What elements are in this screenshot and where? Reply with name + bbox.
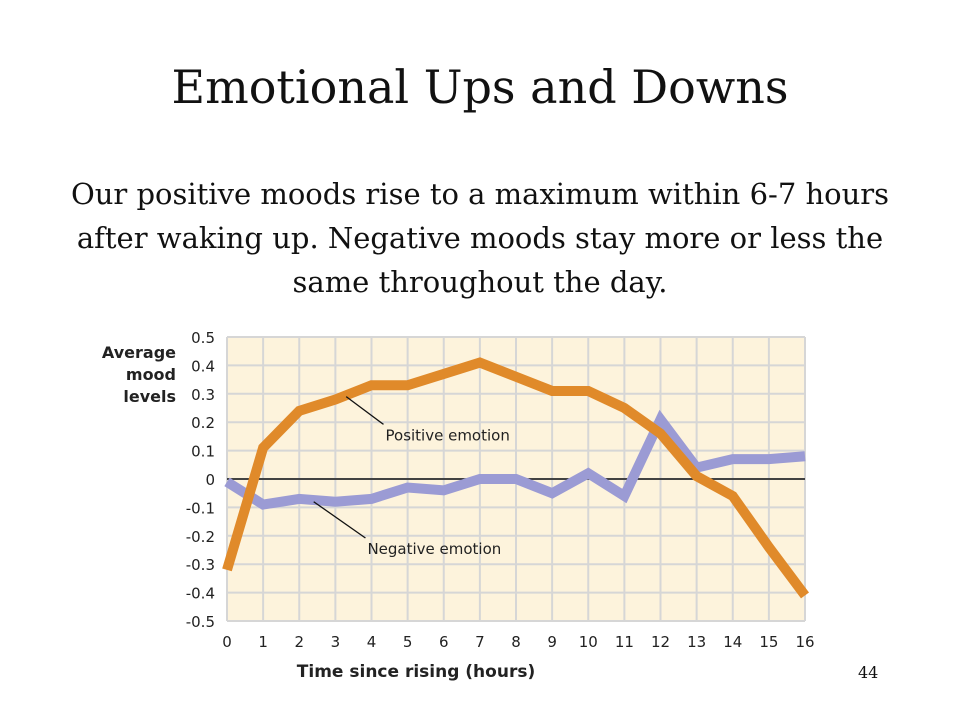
x-tick-label: 0	[222, 633, 232, 651]
y-tick-label: -0.4	[186, 585, 215, 603]
x-tick-label: 14	[723, 633, 742, 651]
x-tick-label: 5	[403, 633, 413, 651]
x-tick-label: 13	[687, 633, 706, 651]
x-tick-label: 16	[795, 633, 814, 651]
y-tick-label: -0.3	[186, 556, 215, 574]
annotation-label-negative-emotion: Negative emotion	[367, 540, 501, 558]
y-tick-label: 0.5	[191, 329, 215, 347]
series-line-negative-emotion	[224, 409, 806, 510]
x-tick-label: 8	[511, 633, 521, 651]
y-tick-label: 0.4	[191, 357, 215, 375]
y-tick-labels: 0.5 0.4 0.3 0.2 0.1 0 -0.1 -0.2 -0.3 -0.4 -0.5	[186, 329, 215, 631]
y-tick-label: 0	[205, 471, 215, 489]
x-tick-label: 3	[331, 633, 341, 651]
x-tick-label: 6	[439, 633, 449, 651]
y-tick-label: 0.1	[191, 443, 215, 461]
series-line-positive-emotion	[222, 357, 810, 599]
y-tick-label: 0.2	[191, 414, 215, 432]
y-tick-label: -0.1	[186, 499, 215, 517]
series-layer	[222, 357, 810, 599]
y-tick-label: -0.5	[186, 613, 215, 631]
leader-line-positive-emotion	[345, 396, 384, 425]
annotation-layer: Positive emotion Negative emotion	[313, 396, 510, 558]
y-axis-label-line: mood	[126, 365, 176, 384]
annotation-label-positive-emotion: Positive emotion	[386, 426, 510, 444]
x-tick-label: 10	[579, 633, 598, 651]
x-tick-label: 1	[258, 633, 268, 651]
slide-subtitle: Our positive moods rise to a maximum wit…	[70, 177, 890, 299]
x-tick-label: 2	[294, 633, 304, 651]
x-tick-label: 11	[615, 633, 634, 651]
y-tick-label: 0.3	[191, 386, 215, 404]
x-tick-label: 9	[547, 633, 557, 651]
y-axis-label-line: levels	[123, 387, 176, 406]
x-tick-label: 4	[367, 633, 377, 651]
leader-line-negative-emotion	[313, 501, 366, 539]
x-tick-label: 12	[651, 633, 670, 651]
x-tick-label: 7	[475, 633, 485, 651]
y-axis-label: Average mood levels	[102, 343, 176, 406]
y-axis-label-line: Average	[102, 343, 176, 362]
page-number: 44	[858, 663, 879, 682]
x-tick-labels: 0 1 2 3 4 5 6 7 8 9 10 11 12 13 14 15 16	[222, 633, 814, 651]
y-tick-label: -0.2	[186, 528, 215, 546]
slide-title: Emotional Ups and Downs	[171, 60, 789, 114]
x-axis-label: Time since rising (hours)	[297, 662, 535, 682]
x-tick-label: 15	[759, 633, 778, 651]
